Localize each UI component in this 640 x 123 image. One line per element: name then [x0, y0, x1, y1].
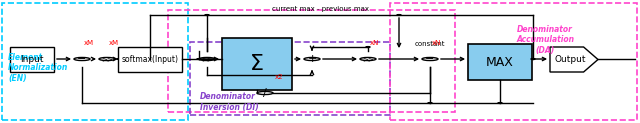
- Text: softmax(Input): softmax(Input): [122, 55, 179, 64]
- Circle shape: [360, 57, 376, 61]
- Circle shape: [99, 57, 115, 61]
- Bar: [118, 47, 182, 72]
- Bar: [222, 38, 292, 90]
- Circle shape: [422, 57, 438, 61]
- Polygon shape: [550, 47, 598, 72]
- Text: constant: constant: [415, 41, 445, 47]
- Bar: [190, 42, 390, 115]
- Circle shape: [257, 92, 273, 95]
- Text: Input: Input: [20, 55, 44, 64]
- Text: >>: >>: [362, 56, 374, 62]
- Text: >>: >>: [101, 56, 113, 62]
- Text: >>: >>: [201, 56, 213, 62]
- Text: current max - previous max: current max - previous max: [271, 6, 369, 12]
- Text: +: +: [307, 54, 317, 64]
- Bar: [168, 10, 455, 112]
- Text: Denominator
Inversion (DI): Denominator Inversion (DI): [200, 92, 259, 112]
- Circle shape: [304, 57, 320, 61]
- Text: −: −: [426, 54, 435, 64]
- Text: Element
Normalization
(EN): Element Normalization (EN): [8, 53, 68, 83]
- Text: MAX: MAX: [486, 55, 514, 69]
- Text: xN: xN: [370, 40, 380, 46]
- Bar: [390, 3, 637, 120]
- Text: xM: xM: [109, 40, 119, 46]
- Text: x2: x2: [275, 74, 284, 80]
- Text: Σ: Σ: [250, 54, 264, 74]
- Circle shape: [199, 57, 215, 61]
- Bar: [2, 3, 188, 120]
- Text: xN: xN: [432, 40, 442, 46]
- Circle shape: [74, 57, 90, 61]
- Text: Denominator
Accumulation
(DA): Denominator Accumulation (DA): [516, 25, 574, 55]
- Bar: [468, 44, 532, 80]
- Text: /: /: [263, 88, 267, 98]
- Bar: [10, 47, 54, 72]
- Text: Output: Output: [555, 55, 586, 64]
- Text: −: −: [77, 54, 86, 64]
- Text: xM: xM: [84, 40, 94, 46]
